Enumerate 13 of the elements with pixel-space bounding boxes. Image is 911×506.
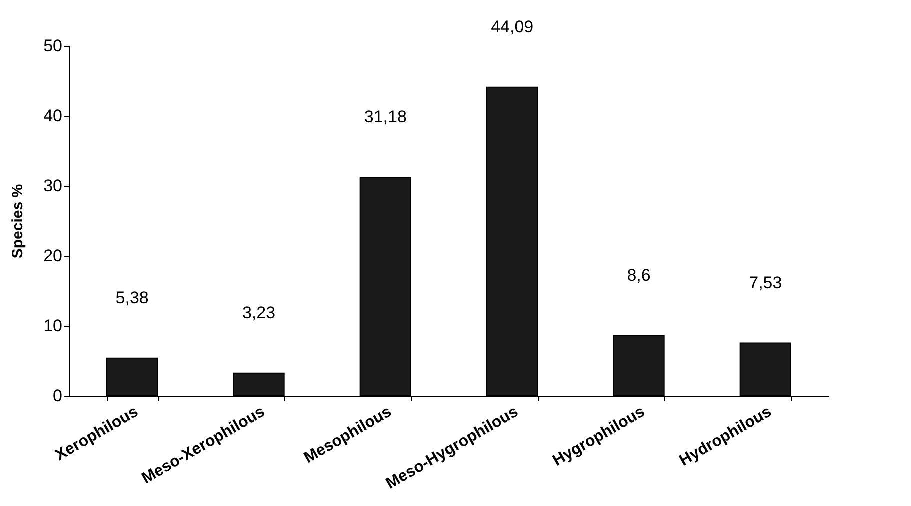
data-label: 3,23 — [242, 303, 276, 322]
data-label: 31,18 — [364, 108, 407, 127]
data-label: 7,53 — [749, 273, 782, 292]
y-tick-label: 50 — [44, 36, 62, 56]
y-tick-label: 20 — [44, 246, 62, 266]
y-tick-label: 0 — [53, 386, 62, 406]
y-tick-label: 30 — [44, 176, 62, 196]
y-axis-title: Species % — [10, 184, 27, 259]
y-tick-label: 10 — [44, 316, 62, 336]
data-label: 44,09 — [491, 17, 534, 36]
data-label: 8,6 — [627, 266, 651, 285]
data-label: 5,38 — [116, 288, 149, 308]
y-tick-label: 40 — [44, 106, 62, 126]
